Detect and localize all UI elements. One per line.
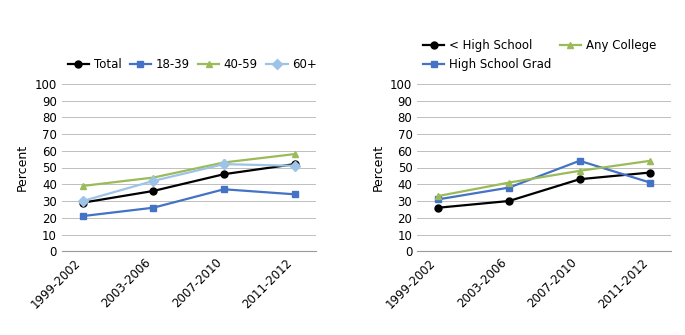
Legend: Total, 18-39, 40-59, 60+: Total, 18-39, 40-59, 60+ xyxy=(68,58,317,71)
Y-axis label: Percent: Percent xyxy=(371,144,384,191)
Legend: < High School, High School Grad, Any College: < High School, High School Grad, Any Col… xyxy=(423,39,656,71)
Y-axis label: Percent: Percent xyxy=(16,144,29,191)
